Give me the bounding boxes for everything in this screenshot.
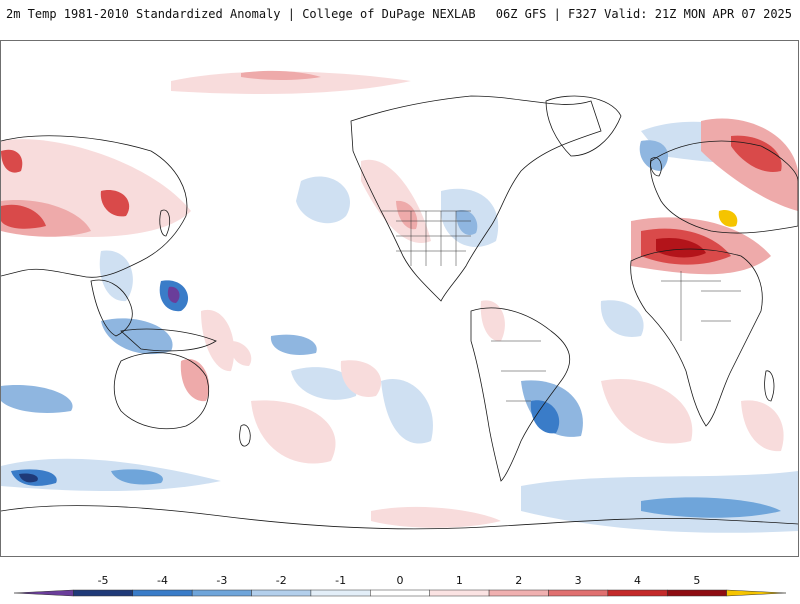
australia-coast	[113, 352, 210, 430]
colorbar-segments	[13, 589, 787, 597]
warm-anomaly-region	[340, 360, 382, 397]
colorbar-tick-label: 0	[397, 574, 404, 587]
colorbar-segment	[429, 589, 490, 597]
cold-anomaly-region	[99, 250, 133, 302]
cold-anomaly-region	[381, 379, 433, 444]
header: 2m Temp 1981-2010 Standardized Anomaly |…	[0, 0, 800, 30]
new-zealand-coast	[239, 424, 251, 447]
colorbar-segment	[726, 589, 787, 597]
japan-coast	[159, 209, 171, 237]
warm-anomaly-region	[100, 190, 130, 217]
cold-anomaly-region	[530, 400, 560, 434]
warm-anomaly-region	[731, 135, 782, 172]
colorbar-tick-label: -4	[157, 574, 168, 587]
model-run-info: 06Z GFS | F327 Valid: 21Z MON APR 07 202…	[495, 7, 792, 21]
warm-anomaly-region	[241, 70, 321, 80]
colorbar-segment	[251, 589, 312, 597]
colorbar-segment	[73, 589, 134, 597]
coastlines	[1, 95, 798, 530]
warm-anomaly-region	[371, 506, 501, 528]
colorbar-tick-label: 2	[515, 574, 522, 587]
colorbar-tick-label: -5	[98, 574, 109, 587]
cold-anomaly-region	[1, 385, 73, 413]
colorbar-segment	[132, 589, 193, 597]
warm-anomaly-region	[171, 71, 411, 94]
colorbar-canvas: -5 -4 -3 -2 -1 0 1 2 3 4 5	[13, 574, 787, 597]
warm-anomaly-region	[480, 300, 505, 342]
warm-anomaly-region	[180, 359, 210, 402]
cold-anomaly-region	[167, 286, 180, 303]
cold-anomaly-region	[291, 367, 357, 400]
colorbar-labels: -5 -4 -3 -2 -1 0 1 2 3 4 5	[98, 574, 701, 587]
warm-anomaly-region	[361, 159, 431, 243]
map-canvas	[1, 70, 798, 533]
cold-anomaly-region	[296, 176, 350, 224]
cold-anomaly-region	[19, 473, 38, 483]
colorbar-tick-label: -3	[216, 574, 227, 587]
colorbar-segment	[548, 589, 609, 597]
cold-anomaly-region	[101, 318, 173, 355]
greenland-coast	[545, 95, 622, 157]
colorbar-tick-label: -1	[335, 574, 346, 587]
warm-anomaly-region	[718, 210, 738, 227]
warm-anomaly-region	[741, 400, 784, 452]
cold-anomaly-region	[456, 210, 478, 235]
warm-anomaly-region	[201, 309, 235, 372]
warm-anomaly-region	[701, 118, 798, 211]
warm-anomaly-region	[601, 379, 693, 444]
south-america-borders	[491, 340, 546, 402]
warm-anomaly-layer	[1, 70, 798, 528]
map-title: 2m Temp 1981-2010 Standardized Anomaly |…	[6, 7, 476, 21]
political-borders	[381, 210, 741, 402]
colorbar-tick-label: -2	[276, 574, 287, 587]
colorbar-segment	[370, 589, 430, 597]
colorbar-segment	[607, 589, 668, 597]
colorbar-tick-label: 4	[634, 574, 641, 587]
colorbar-segment	[310, 589, 371, 597]
colorbar-segment	[666, 589, 727, 597]
africa-coast	[630, 248, 763, 427]
asia-coast	[1, 135, 188, 278]
colorbar-segment	[191, 589, 252, 597]
warm-anomaly-region	[656, 237, 706, 258]
africa-borders	[661, 271, 741, 341]
cold-anomaly-region	[641, 497, 781, 518]
north-america-coast	[350, 95, 602, 302]
cold-anomaly-region	[600, 300, 644, 337]
europe-coast	[650, 140, 798, 234]
warm-anomaly-region	[1, 204, 46, 229]
warm-anomaly-region	[1, 149, 23, 173]
colorbar-tick-label: 5	[693, 574, 700, 587]
south-america-coast	[470, 307, 570, 482]
us-state-borders	[396, 211, 471, 266]
antarctica-coast	[1, 505, 798, 530]
colorbar-tick-label: 3	[575, 574, 582, 587]
colorbar-segment	[13, 589, 74, 597]
colorbar-tick-label: 1	[456, 574, 463, 587]
warm-anomaly-region	[230, 341, 252, 366]
southeast-asia-coast	[90, 279, 133, 337]
colorbar: -5 -4 -3 -2 -1 0 1 2 3 4 5	[0, 570, 800, 600]
uk-coast	[650, 157, 662, 177]
indonesia-coast	[120, 328, 217, 352]
cold-anomaly-region	[111, 469, 163, 485]
madagascar-coast	[764, 370, 775, 402]
colorbar-segment	[488, 589, 549, 597]
warm-anomaly-region	[396, 200, 418, 230]
anomaly-map	[0, 40, 799, 557]
warm-anomaly-region	[251, 400, 336, 464]
cold-anomaly-region	[270, 334, 317, 356]
